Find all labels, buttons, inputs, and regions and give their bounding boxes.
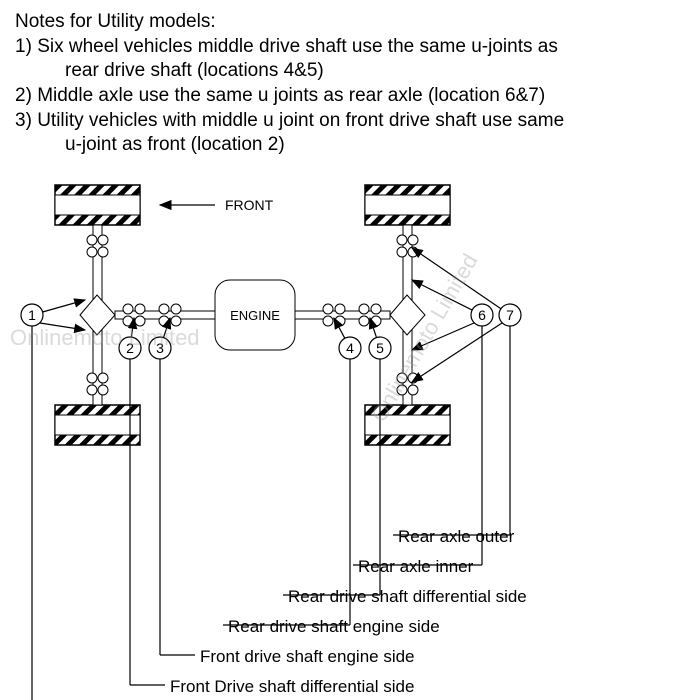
front-differential	[80, 295, 115, 335]
callout-number-1: 1	[28, 307, 36, 323]
drivetrain-diagram: Onlinemoto Limited Onlinemoto Limited	[0, 170, 700, 700]
callout-label-6: Rear axle inner	[358, 557, 474, 576]
rear-differential	[390, 295, 425, 335]
callout-number-4: 4	[346, 340, 354, 356]
callout-label-4: Rear drive shaft engine side	[228, 617, 440, 636]
rear-left-tire	[365, 185, 450, 225]
callout-label-3: Front drive shaft engine side	[200, 647, 415, 666]
note-3: 3) Utility vehicles with middle u joint …	[15, 109, 685, 158]
front-label: FRONT	[225, 197, 274, 213]
callout-label-5: Rear drive shaft differential side	[288, 587, 527, 606]
front-left-tire	[55, 185, 140, 225]
notes-section: Notes for Utility models: 1) Six wheel v…	[0, 0, 700, 163]
front-right-tire	[55, 405, 140, 445]
diagram-svg: ENGINE FRONT 1Front axle inner2Front Dri…	[0, 170, 700, 700]
callout-label-7: Rear axle outer	[398, 527, 515, 546]
callout-number-7: 7	[506, 307, 514, 323]
note-2: 2) Middle axle use the same u joints as …	[15, 84, 685, 109]
callout-number-5: 5	[376, 340, 384, 356]
notes-heading: Notes for Utility models:	[15, 10, 685, 35]
callout-label-2: Front Drive shaft differential side	[170, 677, 414, 696]
rear-right-tire	[365, 405, 450, 445]
callout-number-2: 2	[126, 340, 134, 356]
callout-number-6: 6	[478, 307, 486, 323]
engine-label: ENGINE	[230, 308, 280, 323]
callout-number-3: 3	[156, 340, 164, 356]
note-1: 1) Six wheel vehicles middle drive shaft…	[15, 35, 685, 84]
